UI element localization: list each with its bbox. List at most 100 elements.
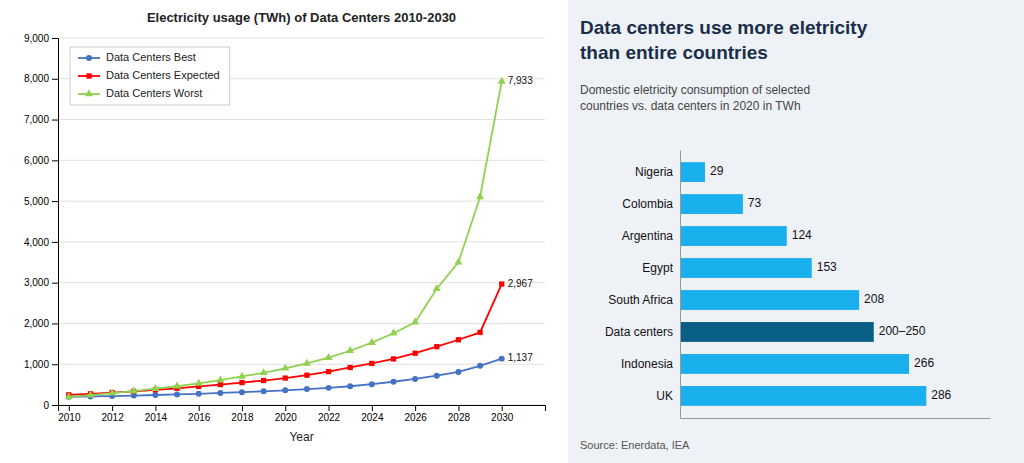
- series-marker: [348, 365, 353, 370]
- y-tick-label: 9,000: [24, 33, 49, 44]
- category-label: UK: [656, 389, 673, 403]
- series-marker: [217, 390, 223, 396]
- bar-chart: Data centers use more eletricitythan ent…: [568, 0, 1024, 463]
- data-label: 73: [748, 196, 762, 210]
- legend-entry: Data Centers Best: [78, 51, 196, 63]
- series-marker: [434, 344, 439, 349]
- text-line: Data centers use more eletricity: [580, 17, 868, 38]
- grid-line: [58, 160, 545, 161]
- legend-swatch-marker: [86, 55, 92, 61]
- series-marker: [389, 329, 397, 336]
- y-tick-label: 6,000: [24, 155, 49, 166]
- y-tick-label: 7,000: [24, 114, 49, 125]
- y-tick-label: 5,000: [24, 196, 49, 207]
- chart-subtitle: Domestic eletricity consumption of selec…: [580, 83, 810, 113]
- y-tick-line: [52, 323, 58, 324]
- x-tick-line: [199, 405, 200, 411]
- x-tick-label: 2028: [448, 412, 471, 423]
- series-marker: [346, 346, 354, 353]
- category-label: Data centers: [605, 325, 673, 339]
- series-line: [69, 284, 502, 395]
- bar: [680, 290, 859, 310]
- text-line: Domestic eletricity consumption of selec…: [580, 83, 810, 97]
- series-marker: [391, 379, 397, 385]
- series-marker: [304, 386, 310, 392]
- series-marker: [326, 385, 332, 391]
- x-tick-label: 2026: [405, 412, 428, 423]
- series-marker: [456, 337, 461, 342]
- data-labels: 2973124153208200–250266286: [710, 164, 952, 402]
- x-tick: 2018: [231, 405, 254, 423]
- data-label: 153: [817, 260, 837, 274]
- legend-label: Data Centers Expected: [106, 69, 220, 81]
- bar: [680, 322, 874, 342]
- series-marker: [391, 356, 396, 361]
- series-marker: [455, 369, 461, 375]
- y-tick: Argentina: [622, 229, 674, 243]
- series-marker: [325, 353, 333, 360]
- x-tick-line: [285, 405, 286, 411]
- series-marker: [86, 391, 94, 398]
- x-axis-domain: [59, 406, 546, 412]
- series-marker: [304, 373, 309, 378]
- y-axis: NigeriaColombiaArgentinaEgyptSouth Afric…: [605, 151, 681, 419]
- series-marker: [412, 351, 417, 356]
- data-label: 266: [914, 356, 934, 370]
- x-tick-line: [155, 405, 156, 411]
- y-tick: 4,000: [24, 237, 58, 248]
- bar: [680, 258, 812, 278]
- x-axis: [681, 418, 991, 419]
- grid-line: [58, 38, 545, 39]
- x-tick-line: [242, 405, 243, 411]
- y-tick: South Africa: [608, 293, 673, 307]
- x-tick: 2028: [448, 405, 471, 423]
- series-marker: [326, 369, 331, 374]
- legend-label: Data Centers Best: [106, 51, 196, 63]
- legend-swatch-marker: [85, 89, 93, 96]
- series-marker: [174, 391, 180, 397]
- y-tick: 7,000: [24, 114, 58, 125]
- plot-area: [680, 162, 926, 406]
- series-marker: [283, 375, 288, 380]
- series-marker: [498, 77, 506, 84]
- x-axis-title: Year: [289, 430, 313, 444]
- plot-area: [65, 77, 506, 400]
- series-marker: [347, 383, 353, 389]
- x-tick-line: [112, 405, 113, 411]
- y-tick: Nigeria: [635, 165, 673, 179]
- x-tick-label: 2010: [58, 412, 81, 423]
- category-label: Nigeria: [635, 165, 673, 179]
- series-marker: [411, 318, 419, 325]
- series-marker: [499, 281, 504, 286]
- series-marker: [130, 386, 138, 393]
- x-axis-domain: [681, 418, 991, 419]
- series-marker: [369, 361, 374, 366]
- bar: [680, 162, 705, 182]
- y-tick: Data centers: [605, 325, 673, 339]
- y-axis: 01,0002,0003,0004,0005,0006,0007,0008,00…: [24, 33, 59, 411]
- bar: [680, 226, 787, 246]
- category-label: South Africa: [608, 293, 673, 307]
- y-tick: 2,000: [24, 318, 58, 329]
- series-marker: [261, 378, 266, 383]
- bar: [680, 386, 926, 406]
- series-marker: [152, 392, 158, 398]
- series-marker: [239, 380, 244, 385]
- category-label: Argentina: [622, 229, 674, 243]
- x-tick-label: 2024: [361, 412, 384, 423]
- x-tick-line: [415, 405, 416, 411]
- category-label: Colombia: [622, 197, 673, 211]
- series-marker: [412, 376, 418, 382]
- x-tick: 2024: [361, 405, 384, 423]
- series-marker: [281, 364, 289, 371]
- x-tick-label: 2012: [101, 412, 124, 423]
- x-tick-label: 2030: [491, 412, 514, 423]
- y-tick: Indonesia: [621, 357, 673, 371]
- data-label: 124: [792, 228, 812, 242]
- x-tick: 2016: [188, 405, 211, 423]
- series-marker: [368, 338, 376, 345]
- grid: [58, 38, 545, 405]
- series-marker: [238, 372, 246, 379]
- series-marker: [216, 375, 224, 382]
- y-tick: UK: [656, 389, 673, 403]
